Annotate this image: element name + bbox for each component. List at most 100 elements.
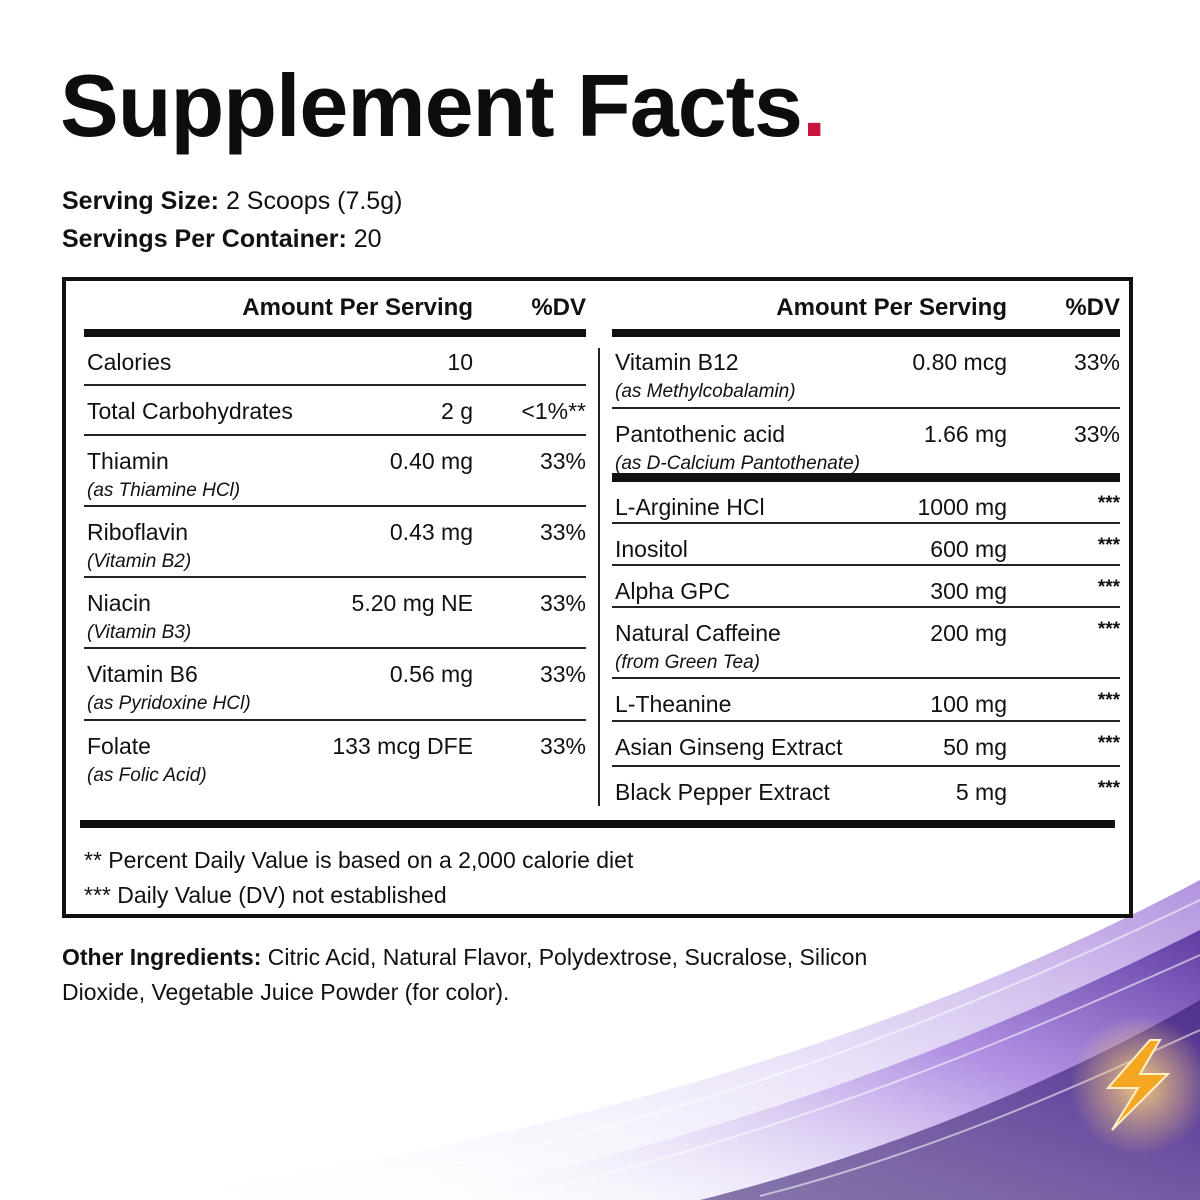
header-dv: %DV bbox=[1065, 294, 1120, 321]
ingredient-row: Asian Ginseng Extract 50 mg *** bbox=[612, 722, 1120, 767]
table-bottom-divider bbox=[80, 820, 1115, 828]
nutrient-amount: 0.40 mg bbox=[389, 448, 473, 474]
serving-info: Serving Size: 2 Scoops (7.5g) Servings P… bbox=[62, 182, 402, 258]
footnote-dv-basis: ** Percent Daily Value is based on a 2,0… bbox=[84, 847, 634, 873]
header-amount: Amount Per Serving bbox=[242, 294, 473, 321]
nutrient-amount: 0.43 mg bbox=[389, 519, 473, 545]
nutrient-name: Vitamin B12 bbox=[615, 349, 739, 375]
nutrient-dv: 33% bbox=[539, 661, 586, 687]
page-title: Supplement Facts. bbox=[60, 62, 826, 150]
nutrient-source: (Vitamin B2) bbox=[87, 551, 192, 572]
left-column: Amount Per Serving %DV Calories 10 Total… bbox=[84, 281, 586, 793]
ingredient-dv: *** bbox=[1097, 690, 1120, 711]
ingredient-dv: *** bbox=[1097, 619, 1120, 640]
other-ingredients-label: Other Ingredients: bbox=[62, 944, 262, 970]
section-divider bbox=[612, 473, 1120, 482]
nutrient-dv: 33% bbox=[539, 519, 586, 545]
nutrient-dv: 33% bbox=[539, 733, 586, 759]
ingredient-dv: *** bbox=[1097, 493, 1120, 514]
title-dot: . bbox=[801, 56, 826, 155]
servings-per-container: Servings Per Container: 20 bbox=[62, 220, 402, 258]
nutrient-source: (as Pyridoxine HCl) bbox=[87, 693, 251, 714]
nutrient-row: Pantothenic acid (as D-Calcium Pantothen… bbox=[612, 409, 1120, 474]
nutrient-name: Pantothenic acid bbox=[615, 421, 786, 447]
nutrient-amount: 0.80 mcg bbox=[912, 349, 1007, 375]
left-column-header: Amount Per Serving %DV bbox=[84, 281, 586, 337]
nutrient-row: Thiamin (as Thiamine HCl) 0.40 mg 33% bbox=[84, 436, 586, 507]
ingredient-row: Alpha GPC 300 mg *** bbox=[612, 566, 1120, 608]
servings-per-container-value: 20 bbox=[353, 225, 382, 253]
servings-per-container-label: Servings Per Container: bbox=[62, 225, 347, 253]
ingredient-row: Natural Caffeine (from Green Tea) 200 mg… bbox=[612, 608, 1120, 679]
ingredient-amount: 1000 mg bbox=[917, 494, 1007, 520]
ingredient-name: Black Pepper Extract bbox=[615, 779, 830, 805]
nutrient-row: Folate (as Folic Acid) 133 mcg DFE 33% bbox=[84, 721, 586, 793]
nutrient-name: Riboflavin bbox=[87, 519, 188, 545]
nutrient-name: Calories bbox=[87, 349, 172, 375]
nutrient-amount: 10 bbox=[447, 349, 473, 375]
ingredient-amount: 200 mg bbox=[930, 620, 1007, 646]
nutrient-row: Riboflavin (Vitamin B2) 0.43 mg 33% bbox=[84, 507, 586, 578]
nutrient-row: Total Carbohydrates 2 g <1%** bbox=[84, 386, 586, 436]
supplement-facts-table: Amount Per Serving %DV Calories 10 Total… bbox=[62, 277, 1133, 918]
nutrient-source: (as Methylcobalamin) bbox=[615, 381, 796, 402]
ingredient-name: Alpha GPC bbox=[615, 578, 731, 604]
nutrient-dv: 33% bbox=[539, 590, 586, 616]
nutrient-dv: 33% bbox=[1073, 421, 1120, 447]
nutrient-amount: 5.20 mg NE bbox=[351, 590, 473, 616]
ingredient-row: L-Arginine HCl 1000 mg *** bbox=[612, 482, 1120, 524]
nutrient-row: Vitamin B12 (as Methylcobalamin) 0.80 mc… bbox=[612, 337, 1120, 409]
nutrient-amount: 0.56 mg bbox=[389, 661, 473, 687]
ingredient-amount: 100 mg bbox=[930, 691, 1007, 717]
lightning-bolt-icon bbox=[1105, 1039, 1171, 1131]
nutrient-dv: 33% bbox=[1073, 349, 1120, 375]
right-column-header: Amount Per Serving %DV bbox=[612, 281, 1120, 337]
serving-size: Serving Size: 2 Scoops (7.5g) bbox=[62, 182, 402, 220]
nutrient-source: (as D-Calcium Pantothenate) bbox=[615, 453, 860, 474]
ingredient-dv: *** bbox=[1097, 577, 1120, 598]
nutrient-dv: 33% bbox=[539, 448, 586, 474]
nutrient-amount: 1.66 mg bbox=[923, 421, 1007, 447]
column-divider bbox=[598, 348, 600, 806]
ingredient-amount: 5 mg bbox=[955, 779, 1007, 805]
right-column: Amount Per Serving %DV Vitamin B12 (as M… bbox=[612, 281, 1120, 811]
nutrient-name: Total Carbohydrates bbox=[87, 398, 293, 424]
header-amount: Amount Per Serving bbox=[776, 294, 1007, 321]
serving-size-value: 2 Scoops (7.5g) bbox=[225, 187, 403, 215]
ingredient-amount: 600 mg bbox=[930, 536, 1007, 562]
ingredient-amount: 300 mg bbox=[930, 578, 1007, 604]
nutrient-dv: <1%** bbox=[521, 398, 586, 424]
nutrient-name: Thiamin bbox=[87, 448, 169, 474]
ingredient-dv: *** bbox=[1097, 733, 1120, 754]
nutrient-amount: 133 mcg DFE bbox=[332, 733, 473, 759]
nutrient-row: Calories 10 bbox=[84, 337, 586, 386]
nutrient-name: Folate bbox=[87, 733, 151, 759]
nutrient-row: Vitamin B6 (as Pyridoxine HCl) 0.56 mg 3… bbox=[84, 649, 586, 721]
ingredient-dv: *** bbox=[1097, 535, 1120, 556]
ingredient-row: Black Pepper Extract 5 mg *** bbox=[612, 767, 1120, 811]
ingredient-name: Asian Ginseng Extract bbox=[615, 734, 843, 760]
ingredient-name: Natural Caffeine bbox=[615, 620, 781, 646]
nutrient-source: (as Folic Acid) bbox=[87, 765, 207, 786]
header-dv: %DV bbox=[531, 294, 586, 321]
ingredient-row: Inositol 600 mg *** bbox=[612, 524, 1120, 566]
ingredient-name: L-Arginine HCl bbox=[615, 494, 765, 520]
other-ingredients: Other Ingredients: Citric Acid, Natural … bbox=[62, 940, 902, 1010]
nutrient-name: Niacin bbox=[87, 590, 151, 616]
footnotes: ** Percent Daily Value is based on a 2,0… bbox=[84, 843, 633, 913]
nutrient-source: (as Thiamine HCl) bbox=[87, 480, 241, 501]
nutrient-amount: 2 g bbox=[441, 398, 473, 424]
footnote-dv-not-established: *** Daily Value (DV) not established bbox=[84, 882, 447, 908]
ingredient-row: L-Theanine 100 mg *** bbox=[612, 679, 1120, 722]
ingredient-amount: 50 mg bbox=[943, 734, 1007, 760]
nutrient-row: Niacin (Vitamin B3) 5.20 mg NE 33% bbox=[84, 578, 586, 649]
ingredient-name: Inositol bbox=[615, 536, 688, 562]
title-text: Supplement Facts bbox=[60, 56, 803, 155]
ingredient-name: L-Theanine bbox=[615, 691, 732, 717]
ingredient-source: (from Green Tea) bbox=[615, 652, 761, 673]
other-ingredients-text: Citric Acid, Natural Flavor, Polydextros… bbox=[62, 944, 868, 1005]
serving-size-label: Serving Size: bbox=[62, 187, 219, 215]
nutrient-name: Vitamin B6 bbox=[87, 661, 198, 687]
nutrient-source: (Vitamin B3) bbox=[87, 622, 192, 643]
